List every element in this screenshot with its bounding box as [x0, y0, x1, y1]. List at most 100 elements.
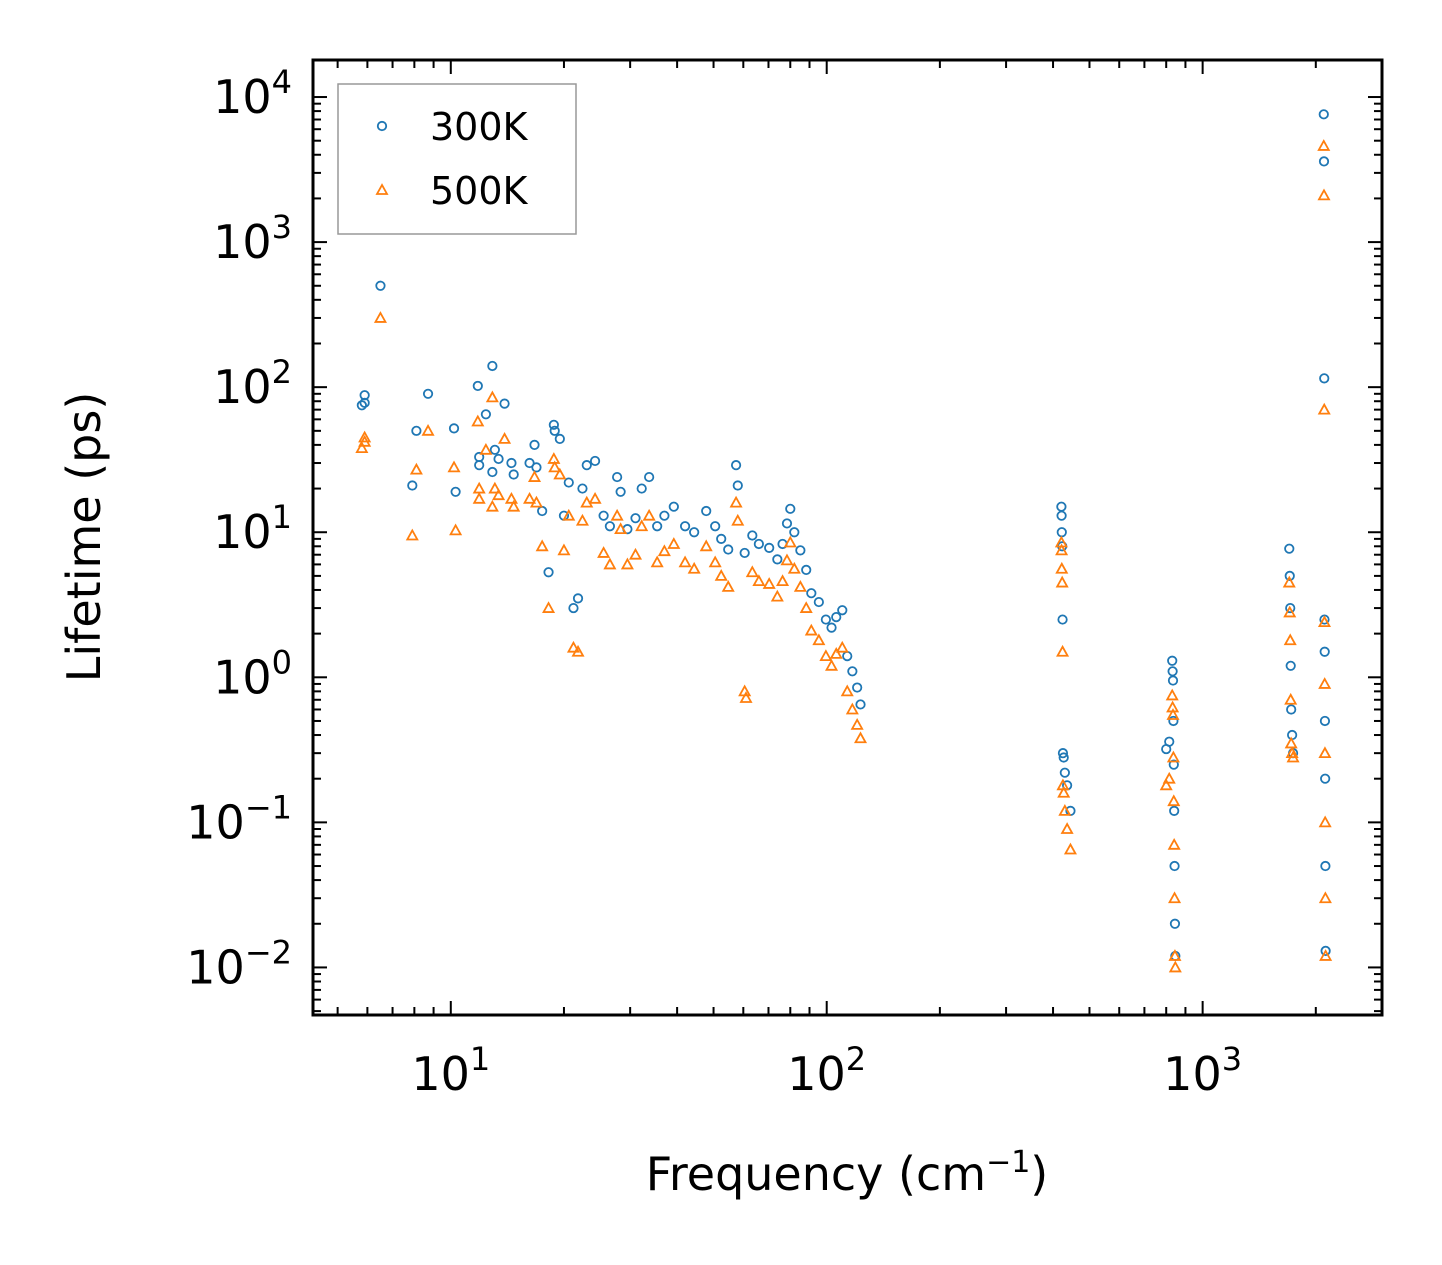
- data-point-300K: [781, 518, 793, 529]
- data-point-500K: [373, 311, 387, 323]
- data-point-300K: [1285, 602, 1296, 614]
- data-point-500K: [678, 555, 692, 568]
- data-point-500K: [657, 544, 671, 557]
- data-point-300K: [1319, 646, 1330, 657]
- data-point-500K: [562, 508, 576, 521]
- data-point-500K: [355, 441, 369, 454]
- data-point-500K: [1166, 708, 1180, 720]
- data-point-300K: [1284, 543, 1295, 554]
- data-point-300K: [572, 593, 584, 604]
- series-500K: [355, 139, 1333, 973]
- data-point-500K: [752, 574, 766, 587]
- data-point-500K: [699, 539, 713, 552]
- data-point-300K: [1168, 759, 1179, 770]
- data-point-500K: [787, 561, 801, 574]
- data-point-500K: [597, 546, 611, 558]
- legend-label-300K: 300K: [430, 105, 529, 149]
- data-point-500K: [485, 499, 499, 512]
- data-point-300K: [831, 611, 842, 623]
- data-point-300K: [506, 457, 517, 469]
- data-point-300K: [1168, 715, 1179, 727]
- data-point-500K: [1063, 842, 1077, 855]
- data-point-300K: [472, 380, 483, 392]
- data-point-300K: [1059, 767, 1070, 778]
- data-point-300K: [764, 542, 775, 553]
- data-point-300K: [806, 588, 817, 599]
- data-point-500K: [1055, 575, 1069, 588]
- data-point-300K: [499, 398, 510, 409]
- legend-label-500K: 500K: [430, 169, 529, 213]
- data-point-500K: [1159, 778, 1173, 791]
- data-point-300K: [1320, 860, 1331, 872]
- data-point-500K: [731, 513, 745, 526]
- data-point-500K: [447, 460, 461, 473]
- data-point-300K: [1057, 748, 1069, 759]
- data-point-300K: [795, 545, 806, 556]
- data-point-300K: [730, 460, 742, 471]
- data-point-300K: [801, 564, 812, 575]
- data-point-300K: [543, 567, 554, 578]
- data-point-500K: [529, 495, 543, 508]
- data-point-300K: [604, 521, 615, 532]
- data-point-500K: [745, 565, 759, 578]
- data-point-500K: [358, 430, 372, 443]
- data-point-500K: [1060, 822, 1074, 834]
- data-point-300K: [489, 444, 500, 455]
- data-point-500K: [714, 569, 728, 581]
- data-point-300K: [710, 521, 721, 532]
- x-axis-title: Frequency (cm−1): [646, 1145, 1049, 1201]
- data-point-500K: [1166, 750, 1180, 763]
- data-point-500K: [492, 488, 506, 501]
- data-point-500K: [819, 649, 833, 662]
- data-point-500K: [620, 557, 634, 570]
- data-point-300K: [612, 471, 623, 483]
- data-point-500K: [850, 718, 864, 730]
- legend-marker-300K: [376, 120, 388, 132]
- data-point-500K: [829, 647, 843, 659]
- data-point-300K: [1058, 752, 1069, 763]
- data-point-500K: [1058, 804, 1072, 816]
- data-point-500K: [804, 623, 818, 636]
- data-point-500K: [603, 557, 617, 570]
- data-point-300K: [554, 433, 565, 444]
- data-point-500K: [1318, 891, 1332, 904]
- data-point-500K: [1167, 794, 1181, 807]
- data-point-300K: [847, 666, 858, 677]
- data-point-500K: [588, 491, 602, 504]
- data-point-300K: [652, 521, 663, 532]
- data-point-300K: [668, 501, 679, 512]
- data-point-500K: [614, 522, 628, 535]
- data-point-500K: [1317, 402, 1331, 415]
- data-point-500K: [498, 432, 512, 444]
- y-tick-label: 10−2: [186, 933, 292, 994]
- data-point-300K: [581, 460, 592, 471]
- data-point-300K: [789, 527, 800, 538]
- data-point-500K: [770, 589, 784, 602]
- data-point-500K: [1318, 677, 1332, 689]
- data-point-300K: [689, 527, 700, 538]
- data-point-300K: [1169, 805, 1180, 816]
- data-point-500K: [1162, 771, 1176, 784]
- data-point-500K: [1165, 688, 1179, 701]
- data-point-500K: [840, 684, 854, 697]
- data-point-500K: [488, 481, 502, 494]
- data-point-500K: [650, 555, 664, 568]
- x-tick-label: 102: [787, 1040, 866, 1101]
- data-point-300K: [615, 486, 626, 497]
- data-point-300K: [359, 390, 370, 401]
- data-point-300K: [747, 530, 758, 541]
- data-point-500K: [610, 508, 624, 521]
- data-point-500K: [793, 580, 807, 592]
- legend-box: [337, 83, 577, 235]
- data-point-300K: [753, 538, 764, 550]
- data-point-300K: [549, 425, 560, 436]
- data-point-300K: [356, 400, 367, 411]
- data-point-300K: [852, 682, 863, 693]
- series-300K: [356, 109, 1331, 962]
- data-point-300K: [529, 439, 540, 450]
- y-tick-label: 103: [213, 208, 292, 269]
- data-point-300K: [524, 457, 535, 469]
- data-point-300K: [1167, 655, 1178, 666]
- data-point-500K: [1285, 746, 1299, 759]
- data-point-500K: [1317, 615, 1331, 628]
